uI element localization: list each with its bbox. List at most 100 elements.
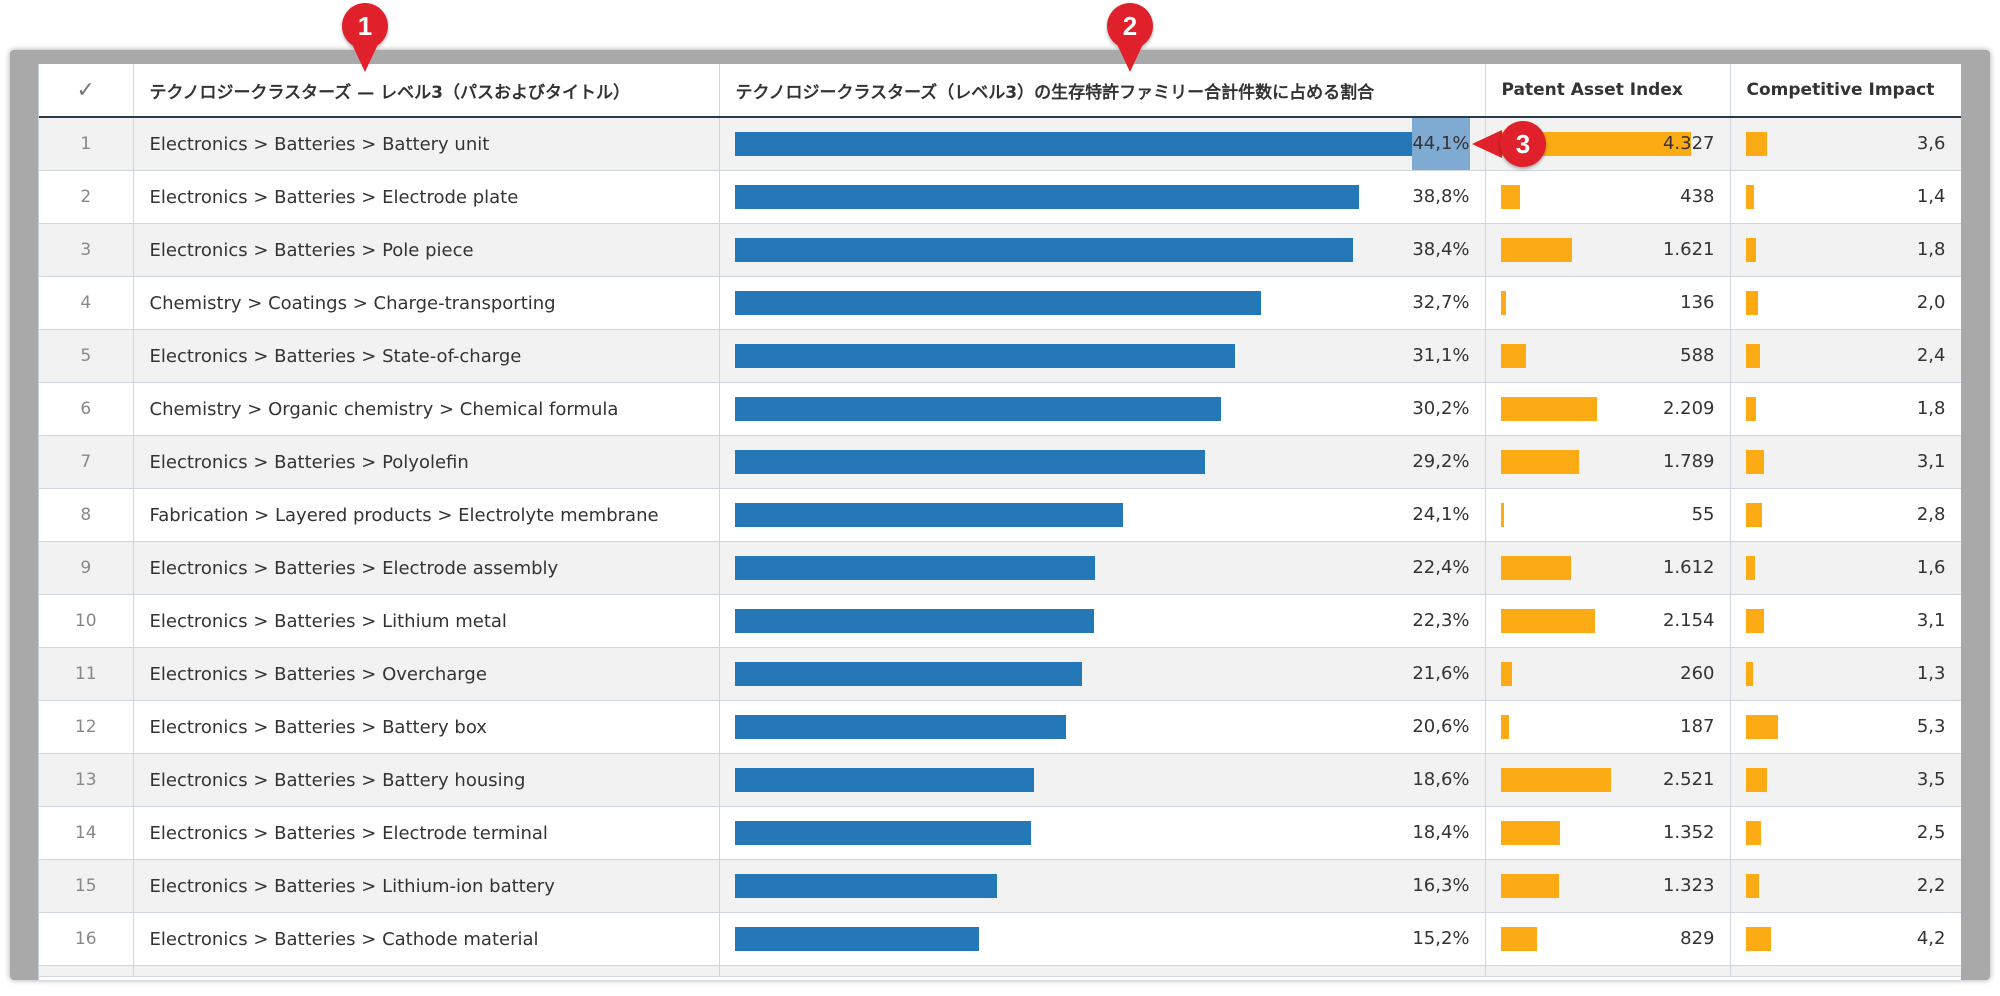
ci-bar [1745, 238, 1757, 262]
share-value: 29,2% [1412, 451, 1470, 472]
table-row[interactable]: 14 Electronics > Batteries > Electrode te… [39, 806, 1961, 860]
table-row[interactable]: 10 Electronics > Batteries > Lithium meta… [39, 594, 1961, 648]
table-row[interactable]: 2 Electronics > Batteries > Electrode pla… [39, 170, 1961, 224]
ci-cell: 4,2 [1730, 912, 1961, 966]
ci-value: 1,3 [1916, 663, 1946, 684]
table-row[interactable]: 15 Electronics > Batteries > Lithium-ion … [39, 859, 1961, 913]
ci-bar [1745, 821, 1761, 845]
table-row [39, 965, 1961, 977]
callout-3: 3 [1500, 121, 1546, 167]
ci-cell: 3,5 [1730, 753, 1961, 807]
pai-cell: 260 [1485, 647, 1731, 701]
table-row[interactable]: 16 Electronics > Batteries > Cathode mate… [39, 912, 1961, 966]
cluster-path: Electronics > Batteries > Battery unit [133, 117, 720, 171]
callout-2-pointer [1116, 42, 1144, 72]
cluster-path: Electronics > Batteries > Lithium-ion ba… [133, 859, 720, 913]
pai-bar [1500, 556, 1572, 580]
pai-value: 2.154 [1662, 610, 1715, 631]
empty-cell [1485, 965, 1731, 977]
pai-value: 187 [1680, 716, 1715, 737]
pai-value: 4.327 [1662, 133, 1715, 154]
pai-cell: 2.521 [1485, 753, 1731, 807]
pai-value: 1.323 [1662, 875, 1715, 896]
cluster-path: Electronics > Batteries > Electrode asse… [133, 541, 720, 595]
column-header-share[interactable]: テクノロジークラスターズ（レベル3）の生存特許ファミリー合計件数に占める割合 [719, 64, 1486, 118]
share-cell: 38,4% [719, 223, 1486, 277]
ci-bar [1745, 450, 1765, 474]
table-row[interactable]: 9 Electronics > Batteries > Electrode ass… [39, 541, 1961, 595]
cluster-path: Chemistry > Organic chemistry > Chemical… [133, 382, 720, 436]
select-all-checkbox[interactable]: ✓ [39, 64, 134, 118]
pai-bar [1500, 503, 1504, 527]
pai-bar [1500, 344, 1527, 368]
pai-value: 1.621 [1662, 239, 1715, 260]
share-cell: 44,1% [719, 117, 1486, 171]
row-number: 2 [39, 170, 134, 224]
share-cell: 31,1% [719, 329, 1486, 383]
table-row[interactable]: 13 Electronics > Batteries > Battery hous… [39, 753, 1961, 807]
pai-bar [1500, 238, 1572, 262]
table-row[interactable]: 4 Chemistry > Coatings > Charge-transport… [39, 276, 1961, 330]
table-row[interactable]: 8 Fabrication > Layered products > Electr… [39, 488, 1961, 542]
share-cell: 38,8% [719, 170, 1486, 224]
cluster-path: Chemistry > Coatings > Charge-transporti… [133, 276, 720, 330]
pai-cell: 2.154 [1485, 594, 1731, 648]
ci-bar [1745, 768, 1767, 792]
ci-bar [1745, 874, 1759, 898]
share-cell: 20,6% [719, 700, 1486, 754]
pai-bar [1500, 927, 1537, 951]
table-row[interactable]: 5 Electronics > Batteries > State-of-char… [39, 329, 1961, 383]
share-value: 30,2% [1412, 398, 1470, 419]
table-row[interactable]: 7 Electronics > Batteries > Polyolefin 29,… [39, 435, 1961, 489]
pai-cell: 1.789 [1485, 435, 1731, 489]
table-row[interactable]: 11 Electronics > Batteries > Overcharge 21… [39, 647, 1961, 701]
pai-bar [1500, 821, 1560, 845]
table-row[interactable]: 6 Chemistry > Organic chemistry > Chemica… [39, 382, 1961, 436]
share-value: 16,3% [1412, 875, 1470, 896]
share-cell: 21,6% [719, 647, 1486, 701]
empty-cell [133, 965, 720, 977]
ci-value: 1,8 [1916, 239, 1946, 260]
ci-bar [1745, 715, 1778, 739]
share-bar [734, 185, 1360, 209]
table-row[interactable]: 12 Electronics > Batteries > Battery box 2… [39, 700, 1961, 754]
cluster-path: Electronics > Batteries > State-of-charg… [133, 329, 720, 383]
column-header-ci[interactable]: Competitive Impact [1730, 64, 1961, 118]
share-cell: 29,2% [719, 435, 1486, 489]
pai-bar [1500, 450, 1580, 474]
share-bar [734, 927, 980, 951]
ci-value: 1,6 [1916, 557, 1946, 578]
share-cell: 32,7% [719, 276, 1486, 330]
cluster-path: Electronics > Batteries > Battery housin… [133, 753, 720, 807]
pai-cell: 1.323 [1485, 859, 1731, 913]
table-row[interactable]: 1 Electronics > Batteries > Battery unit 4… [39, 117, 1961, 171]
pai-value: 260 [1680, 663, 1715, 684]
column-header-path[interactable]: テクノロジークラスターズ — レベル3（パスおよびタイトル） [133, 64, 720, 118]
ci-value: 2,8 [1916, 504, 1946, 525]
pai-value: 2.521 [1662, 769, 1715, 790]
ci-cell: 3,1 [1730, 594, 1961, 648]
ci-bar [1745, 397, 1757, 421]
ci-cell: 5,3 [1730, 700, 1961, 754]
ci-cell: 1,8 [1730, 223, 1961, 277]
pai-value: 2.209 [1662, 398, 1715, 419]
ci-cell: 1,6 [1730, 541, 1961, 595]
ci-bar [1745, 662, 1754, 686]
ci-value: 3,1 [1916, 451, 1946, 472]
share-bar [734, 291, 1261, 315]
row-number: 15 [39, 859, 134, 913]
pai-value: 136 [1680, 292, 1715, 313]
table-row[interactable]: 3 Electronics > Batteries > Pole piece 38,… [39, 223, 1961, 277]
pai-cell: 187 [1485, 700, 1731, 754]
pai-cell: 1.612 [1485, 541, 1731, 595]
share-value: 18,6% [1412, 769, 1470, 790]
data-table-container: ✓ テクノロジークラスターズ — レベル3（パスおよびタイトル） テクノロジーク… [38, 64, 1961, 980]
share-cell: 15,2% [719, 912, 1486, 966]
pai-value: 1.612 [1662, 557, 1715, 578]
row-number: 13 [39, 753, 134, 807]
checkmark-icon: ✓ [76, 77, 95, 103]
column-header-pai[interactable]: Patent Asset Index [1485, 64, 1731, 118]
pai-bar [1500, 715, 1509, 739]
ci-bar [1745, 609, 1765, 633]
share-value: 21,6% [1412, 663, 1470, 684]
